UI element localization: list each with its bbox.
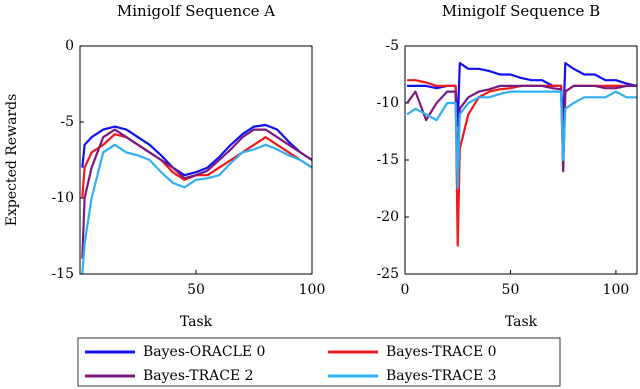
y-tick-label: -5 xyxy=(385,38,399,54)
x-axis-label: Task xyxy=(505,314,538,330)
y-tick-label: -10 xyxy=(376,95,399,111)
series-line xyxy=(81,133,313,199)
x-tick-label: 100 xyxy=(603,282,630,298)
series-line xyxy=(81,128,313,259)
plot-frame xyxy=(404,45,638,275)
x-tick-label: 0 xyxy=(401,282,410,298)
x-tick-label: 50 xyxy=(187,282,205,298)
x-tick-label: 100 xyxy=(299,282,326,298)
series-line xyxy=(406,84,637,173)
series-line xyxy=(406,90,637,190)
series-line xyxy=(81,143,313,275)
x-axis-label: Task xyxy=(180,314,213,330)
series-line xyxy=(407,79,637,247)
y-tick-label: -15 xyxy=(51,266,74,282)
chart-title: Minigolf Sequence A xyxy=(117,2,275,20)
series-line xyxy=(407,62,638,127)
y-tick-label: 0 xyxy=(65,38,74,54)
legend-label: Bayes-TRACE 0 xyxy=(386,344,497,360)
series-line xyxy=(81,123,313,177)
y-tick-label: -10 xyxy=(51,190,74,206)
y-tick-label: -15 xyxy=(376,152,399,168)
legend-box xyxy=(77,337,561,387)
legend-label: Bayes-TRACE 2 xyxy=(143,368,254,384)
plot-frame xyxy=(79,45,313,275)
chart-title: Minigolf Sequence B xyxy=(442,2,600,20)
y-tick-label: -5 xyxy=(60,114,74,130)
x-tick-label: 50 xyxy=(502,282,520,298)
legend-label: Bayes-ORACLE 0 xyxy=(143,344,265,360)
legend-label: Bayes-TRACE 3 xyxy=(386,368,497,384)
y-tick-label: -25 xyxy=(376,266,399,282)
y-axis-label: Expected Rewards xyxy=(4,94,20,227)
y-tick-label: -20 xyxy=(376,209,399,225)
